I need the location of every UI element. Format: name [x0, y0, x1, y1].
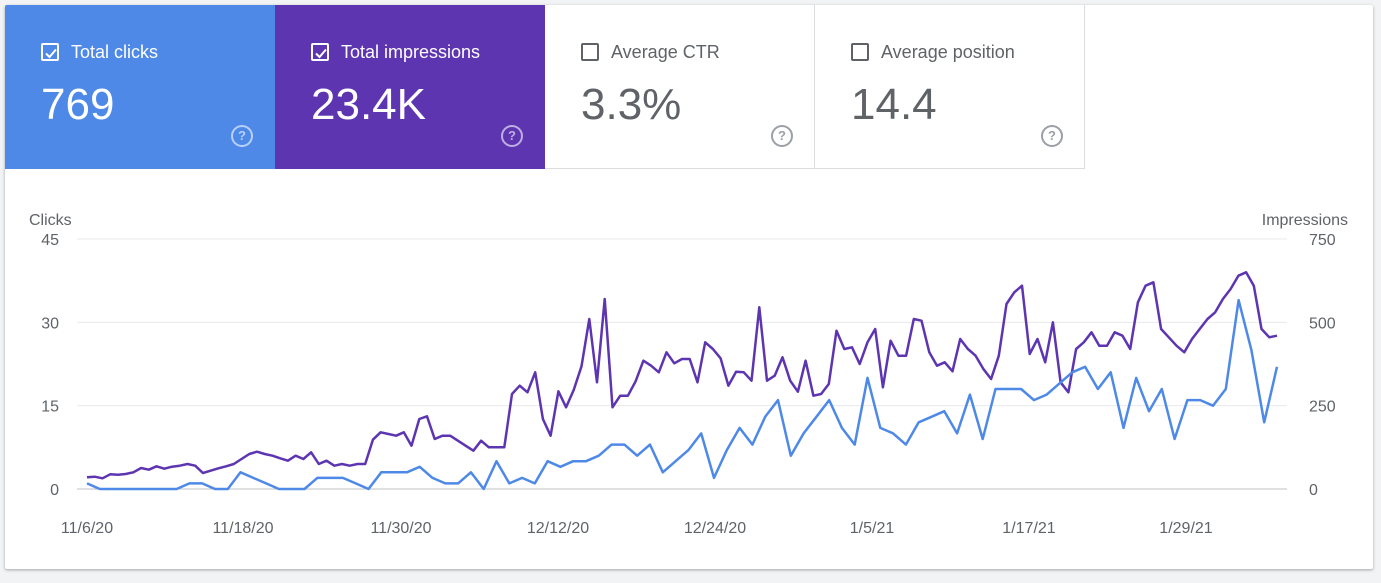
checkbox-icon[interactable]: [311, 43, 329, 61]
x-tick-label: 1/17/21: [1002, 520, 1055, 537]
metric-label: Average position: [881, 42, 1015, 62]
metric-label: Average CTR: [611, 42, 720, 62]
left-tick-label: 0: [50, 482, 59, 499]
x-tick-label: 11/6/20: [61, 520, 113, 537]
clicks-series-line: [86, 298, 1279, 491]
x-tick-label: 1/29/21: [1159, 520, 1212, 537]
checkbox-icon[interactable]: [41, 43, 59, 61]
metric-value: 14.4: [851, 80, 937, 129]
left-axis-label: Clicks: [29, 212, 72, 229]
left-tick-label: 45: [41, 232, 59, 249]
metric-value: 769: [41, 80, 115, 129]
metric-value: 3.3%: [581, 80, 682, 129]
help-icon[interactable]: ?: [771, 125, 793, 147]
performance-card: Total clicks 769 ? Total impressions 23.…: [5, 5, 1373, 569]
x-tick-label: 11/30/20: [370, 520, 431, 537]
checkbox-icon[interactable]: [581, 43, 599, 61]
checkbox-icon[interactable]: [851, 43, 869, 61]
total-clicks-tile[interactable]: Total clicks 769 ?: [5, 5, 275, 169]
metric-label: Total clicks: [71, 42, 159, 62]
metric-value: 23.4K: [311, 80, 426, 129]
impressions-series-line: [86, 271, 1278, 480]
help-icon[interactable]: ?: [501, 125, 523, 147]
average-ctr-tile[interactable]: Average CTR 3.3% ?: [545, 5, 815, 169]
left-tick-label: 15: [41, 399, 59, 416]
right-tick-label: 500: [1309, 315, 1336, 332]
x-tick-label: 1/5/21: [850, 520, 895, 537]
right-tick-label: 0: [1309, 482, 1318, 499]
x-tick-label: 12/24/20: [684, 520, 746, 537]
left-tick-label: 30: [41, 315, 59, 332]
help-icon[interactable]: ?: [1041, 125, 1063, 147]
performance-chart[interactable]: Clicks Impressions 45 30 15 0 750 500 250 0 11…: [5, 169, 1373, 569]
help-icon[interactable]: ?: [231, 125, 253, 147]
right-axis-label: Impressions: [1262, 212, 1348, 229]
total-impressions-tile[interactable]: Total impressions 23.4K ?: [275, 5, 545, 169]
metric-label: Total impressions: [341, 42, 481, 62]
right-tick-label: 750: [1309, 232, 1336, 249]
x-tick-label: 12/12/20: [527, 520, 589, 537]
average-position-tile[interactable]: Average position 14.4 ?: [815, 5, 1085, 169]
right-tick-label: 250: [1309, 399, 1336, 416]
x-tick-label: 11/18/20: [212, 520, 273, 537]
